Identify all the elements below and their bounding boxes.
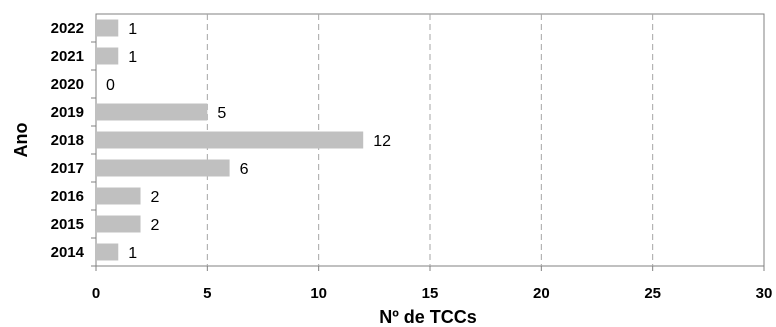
- x-tick-labels: 0 5 10 15 20 25 30: [92, 285, 773, 302]
- y-tick-label: 2022: [51, 20, 84, 37]
- y-tick-label: 2015: [51, 216, 84, 233]
- y-tick-label: 2018: [51, 132, 84, 149]
- bar-value-label: 2: [151, 189, 160, 206]
- x-tick-label: 15: [422, 285, 439, 302]
- bar-value-label: 5: [217, 105, 226, 122]
- bar: [96, 243, 119, 261]
- y-tick-label: 2014: [51, 244, 85, 261]
- x-tick-label: 0: [92, 285, 100, 302]
- y-tick-label: 2017: [51, 160, 84, 177]
- x-tick-label: 20: [533, 285, 550, 302]
- x-axis-title: Nº de TCCs: [379, 307, 477, 327]
- x-tick-label: 10: [310, 285, 327, 302]
- y-tick-label: 2021: [51, 48, 84, 65]
- bar-value-label: 0: [106, 77, 115, 94]
- bar: [96, 187, 141, 205]
- x-tick-label: 5: [203, 285, 211, 302]
- bar: [96, 47, 119, 65]
- bar: [96, 159, 230, 177]
- bar: [96, 215, 141, 233]
- bar-value-label: 12: [373, 133, 391, 150]
- grid-lines: [91, 14, 765, 271]
- y-tick-label: 2019: [51, 104, 84, 121]
- bar-value-label: 6: [240, 161, 249, 178]
- bar-value-label: 1: [128, 245, 137, 262]
- x-tick-label: 30: [756, 285, 773, 302]
- y-tick-label: 2020: [51, 76, 84, 93]
- y-tick-label: 2016: [51, 188, 84, 205]
- bar: [96, 19, 119, 37]
- y-axis-title: Ano: [11, 123, 31, 158]
- bar-value-label: 1: [128, 49, 137, 66]
- bar-value-label: 2: [151, 217, 160, 234]
- y-tick-labels: 2014 2015 2016 2017 2018 2019 2020 2021 2022: [51, 20, 85, 261]
- bar-value-label: 1: [128, 21, 137, 38]
- bar: [96, 131, 364, 149]
- bar: [96, 103, 208, 121]
- x-tick-label: 25: [644, 285, 661, 302]
- bars: [96, 19, 364, 261]
